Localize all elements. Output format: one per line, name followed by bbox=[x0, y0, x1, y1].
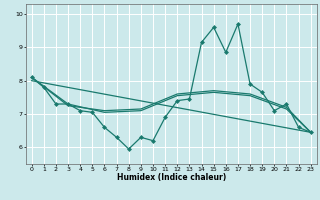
X-axis label: Humidex (Indice chaleur): Humidex (Indice chaleur) bbox=[116, 173, 226, 182]
